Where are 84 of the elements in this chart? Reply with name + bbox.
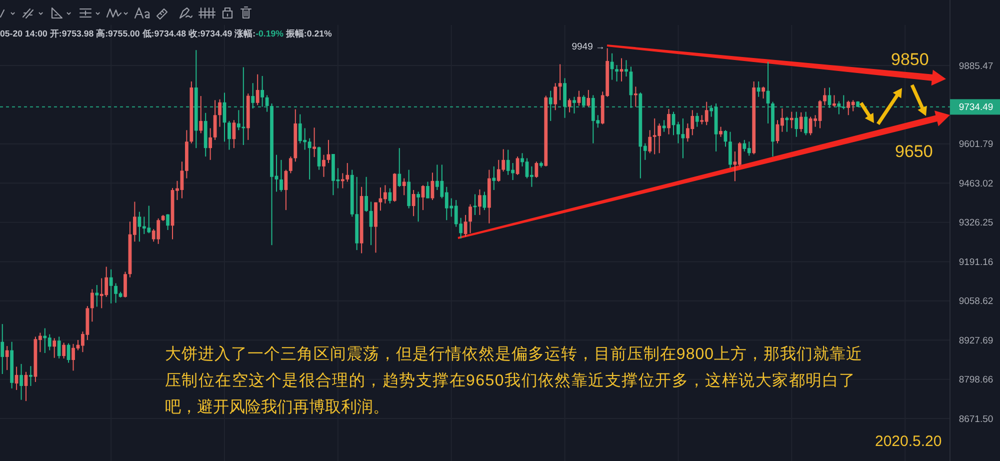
candlestick <box>95 284 99 308</box>
candlestick <box>534 161 538 178</box>
candlestick <box>5 346 9 371</box>
candlestick <box>634 86 638 108</box>
candlestick <box>823 88 826 106</box>
candlestick <box>256 74 260 106</box>
candlestick <box>322 154 326 178</box>
candlestick <box>251 82 255 109</box>
candlestick <box>837 100 841 115</box>
candlestick <box>90 288 94 322</box>
candlestick <box>218 98 222 128</box>
candlestick <box>804 111 808 136</box>
candlestick <box>52 338 56 358</box>
y-tick-label: 9326.25 <box>958 218 994 229</box>
candlestick <box>388 188 392 204</box>
annotation: 9850 <box>891 50 929 69</box>
candlestick <box>412 190 416 217</box>
candlestick <box>0 324 4 375</box>
y-tick-label: 8798.66 <box>958 374 994 386</box>
candlestick <box>785 116 789 132</box>
candlestick <box>667 108 670 135</box>
candlestick <box>554 82 558 111</box>
y-tick-label: 9885.47 <box>958 60 994 72</box>
candlestick <box>166 214 170 230</box>
candlestick <box>317 146 321 170</box>
candlestick <box>426 181 430 199</box>
candlestick <box>728 131 732 169</box>
annotation: 9949 → <box>572 42 605 52</box>
candlestick <box>312 127 316 158</box>
candlestick <box>719 126 722 138</box>
candlestick <box>492 166 496 191</box>
candlestick <box>228 120 231 150</box>
candlestick <box>586 89 590 108</box>
candlestick <box>695 112 699 128</box>
candlestick <box>288 156 292 174</box>
candlestick <box>260 75 264 108</box>
candlestick <box>416 191 420 222</box>
annotation: 9650 <box>895 142 933 161</box>
candlestick <box>57 336 61 359</box>
candlestick <box>478 188 482 216</box>
candlestick <box>620 58 624 82</box>
candlestick <box>364 176 368 212</box>
candlestick <box>398 148 402 188</box>
text: 05-20 14:00 开:9753.98 高:9755.00 低:9734.48 收:9734.49 涨幅:-0.19% 振幅:0.21% <box>0 28 332 38</box>
candlestick <box>624 60 628 78</box>
candlestick <box>790 111 794 129</box>
y-tick-label: 9463.02 <box>958 178 994 190</box>
candlestick <box>756 80 760 98</box>
candlestick <box>563 78 566 118</box>
y-tick-label: 9191.16 <box>958 257 994 268</box>
candlestick <box>799 112 803 132</box>
candlestick <box>615 64 618 82</box>
annotation: 大饼进入了一个三角区间震荡，但是行情依然是偏多运转，目前压制在9800上方，那我们就靠近压制位在空这个是很合理的，趋势支撑在9650我们依然靠近支撑位开多，这样说大家都明白了吧，避开风险我们再博取利润。 <box>165 345 862 416</box>
candlestick <box>124 271 127 298</box>
candlestick <box>20 363 23 400</box>
ref-line-label: 9734.49 <box>958 102 994 114</box>
candlestick <box>582 94 586 108</box>
y-tick-label: 8927.69 <box>958 335 994 346</box>
candlestick <box>199 96 203 134</box>
candlestick <box>62 342 66 359</box>
candlestick <box>468 204 472 234</box>
y-tick-label: 8671.50 <box>958 414 994 425</box>
candlestick <box>280 159 283 192</box>
candlestick <box>832 94 836 108</box>
y-tick-label: 9601.79 <box>958 139 994 150</box>
candlestick <box>762 86 766 99</box>
candlestick <box>610 52 614 80</box>
candlestick <box>109 268 113 304</box>
candlestick <box>208 128 212 160</box>
candlestick <box>558 64 562 101</box>
candlestick <box>794 111 798 138</box>
y-tick-label: 9058.62 <box>958 296 994 308</box>
candlestick <box>568 98 572 113</box>
candlestick <box>662 120 666 132</box>
candlestick <box>738 142 742 167</box>
candlestick <box>284 169 288 211</box>
candlestick <box>402 178 406 196</box>
candlestick <box>482 191 486 211</box>
candlestick <box>648 130 652 154</box>
annotation: 2020.5.20 <box>875 433 942 450</box>
candlestick <box>29 366 32 386</box>
candlestick <box>548 90 552 122</box>
candlestick <box>842 94 846 110</box>
candlestick <box>572 96 576 114</box>
